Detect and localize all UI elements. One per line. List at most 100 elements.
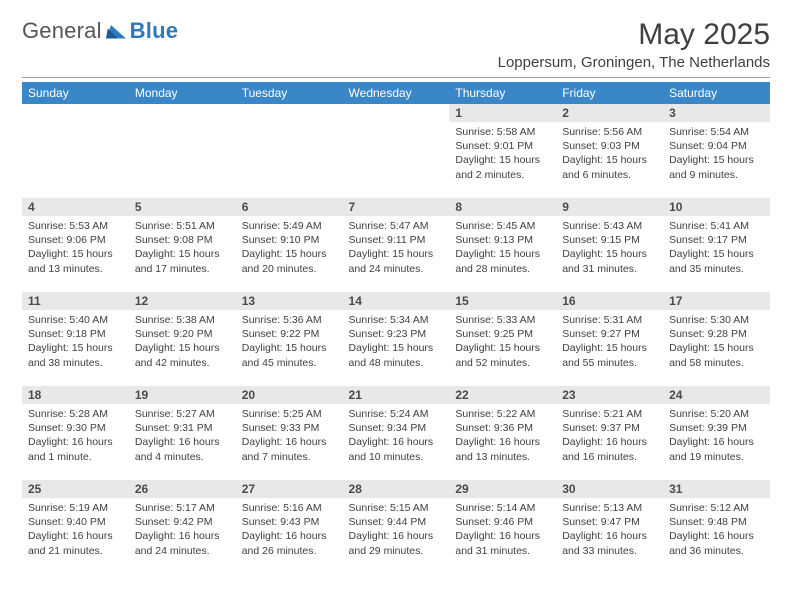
day-number: 15 [449, 292, 556, 310]
day-details: Sunrise: 5:19 AMSunset: 9:40 PMDaylight:… [22, 498, 129, 558]
day-details: Sunrise: 5:13 AMSunset: 9:47 PMDaylight:… [556, 498, 663, 558]
day-details: Sunrise: 5:53 AMSunset: 9:06 PMDaylight:… [22, 216, 129, 276]
sunrise-line: Sunrise: 5:16 AM [242, 501, 337, 515]
calendar-cell: 18Sunrise: 5:28 AMSunset: 9:30 PMDayligh… [22, 386, 129, 480]
calendar-week-row: 1Sunrise: 5:58 AMSunset: 9:01 PMDaylight… [22, 104, 770, 198]
sunrise-line: Sunrise: 5:17 AM [135, 501, 230, 515]
day-details: Sunrise: 5:28 AMSunset: 9:30 PMDaylight:… [22, 404, 129, 464]
day-number: 25 [22, 480, 129, 498]
day-details: Sunrise: 5:21 AMSunset: 9:37 PMDaylight:… [556, 404, 663, 464]
sunrise-line: Sunrise: 5:58 AM [455, 125, 550, 139]
daylight-line: Daylight: 15 hours and 6 minutes. [562, 153, 657, 181]
day-number: 18 [22, 386, 129, 404]
calendar-cell: 27Sunrise: 5:16 AMSunset: 9:43 PMDayligh… [236, 480, 343, 574]
weekday-header: Thursday [449, 82, 556, 104]
sunset-line: Sunset: 9:11 PM [349, 233, 444, 247]
calendar-table: SundayMondayTuesdayWednesdayThursdayFrid… [22, 82, 770, 574]
daylight-line: Daylight: 16 hours and 13 minutes. [455, 435, 550, 463]
calendar-cell: 8Sunrise: 5:45 AMSunset: 9:13 PMDaylight… [449, 198, 556, 292]
sunrise-line: Sunrise: 5:41 AM [669, 219, 764, 233]
sunset-line: Sunset: 9:23 PM [349, 327, 444, 341]
calendar-cell: 13Sunrise: 5:36 AMSunset: 9:22 PMDayligh… [236, 292, 343, 386]
daylight-line: Daylight: 16 hours and 4 minutes. [135, 435, 230, 463]
calendar-cell: 29Sunrise: 5:14 AMSunset: 9:46 PMDayligh… [449, 480, 556, 574]
sunrise-line: Sunrise: 5:51 AM [135, 219, 230, 233]
sunset-line: Sunset: 9:48 PM [669, 515, 764, 529]
calendar-cell: 14Sunrise: 5:34 AMSunset: 9:23 PMDayligh… [343, 292, 450, 386]
weekday-header: Sunday [22, 82, 129, 104]
sunset-line: Sunset: 9:10 PM [242, 233, 337, 247]
day-details: Sunrise: 5:51 AMSunset: 9:08 PMDaylight:… [129, 216, 236, 276]
location-text: Loppersum, Groningen, The Netherlands [498, 54, 770, 71]
day-number: 10 [663, 198, 770, 216]
calendar-cell: 15Sunrise: 5:33 AMSunset: 9:25 PMDayligh… [449, 292, 556, 386]
sunset-line: Sunset: 9:37 PM [562, 421, 657, 435]
day-details: Sunrise: 5:43 AMSunset: 9:15 PMDaylight:… [556, 216, 663, 276]
day-details: Sunrise: 5:20 AMSunset: 9:39 PMDaylight:… [663, 404, 770, 464]
day-number: 20 [236, 386, 343, 404]
weekday-header: Monday [129, 82, 236, 104]
day-number: 22 [449, 386, 556, 404]
calendar-cell: 30Sunrise: 5:13 AMSunset: 9:47 PMDayligh… [556, 480, 663, 574]
day-number: 11 [22, 292, 129, 310]
sunset-line: Sunset: 9:34 PM [349, 421, 444, 435]
sunset-line: Sunset: 9:36 PM [455, 421, 550, 435]
daylight-line: Daylight: 15 hours and 31 minutes. [562, 247, 657, 275]
sunrise-line: Sunrise: 5:49 AM [242, 219, 337, 233]
brand-text-2: Blue [130, 18, 178, 44]
calendar-page: General Blue May 2025 Loppersum, Groning… [0, 0, 792, 584]
sunrise-line: Sunrise: 5:47 AM [349, 219, 444, 233]
day-details: Sunrise: 5:54 AMSunset: 9:04 PMDaylight:… [663, 122, 770, 182]
daylight-line: Daylight: 16 hours and 33 minutes. [562, 529, 657, 557]
weekday-header: Saturday [663, 82, 770, 104]
page-title: May 2025 [498, 18, 770, 52]
calendar-cell: 17Sunrise: 5:30 AMSunset: 9:28 PMDayligh… [663, 292, 770, 386]
sunset-line: Sunset: 9:17 PM [669, 233, 764, 247]
daylight-line: Daylight: 15 hours and 20 minutes. [242, 247, 337, 275]
day-number: 28 [343, 480, 450, 498]
daylight-line: Daylight: 15 hours and 9 minutes. [669, 153, 764, 181]
day-details: Sunrise: 5:15 AMSunset: 9:44 PMDaylight:… [343, 498, 450, 558]
sunrise-line: Sunrise: 5:40 AM [28, 313, 123, 327]
day-number: 6 [236, 198, 343, 216]
sunset-line: Sunset: 9:20 PM [135, 327, 230, 341]
day-number: 27 [236, 480, 343, 498]
sunrise-line: Sunrise: 5:54 AM [669, 125, 764, 139]
calendar-cell: 22Sunrise: 5:22 AMSunset: 9:36 PMDayligh… [449, 386, 556, 480]
calendar-cell: 10Sunrise: 5:41 AMSunset: 9:17 PMDayligh… [663, 198, 770, 292]
calendar-cell [22, 104, 129, 198]
daylight-line: Daylight: 15 hours and 28 minutes. [455, 247, 550, 275]
sunrise-line: Sunrise: 5:28 AM [28, 407, 123, 421]
sunset-line: Sunset: 9:15 PM [562, 233, 657, 247]
sunset-line: Sunset: 9:06 PM [28, 233, 123, 247]
calendar-cell: 25Sunrise: 5:19 AMSunset: 9:40 PMDayligh… [22, 480, 129, 574]
day-number: 7 [343, 198, 450, 216]
daylight-line: Daylight: 16 hours and 1 minute. [28, 435, 123, 463]
day-details: Sunrise: 5:24 AMSunset: 9:34 PMDaylight:… [343, 404, 450, 464]
calendar-cell: 2Sunrise: 5:56 AMSunset: 9:03 PMDaylight… [556, 104, 663, 198]
sunrise-line: Sunrise: 5:21 AM [562, 407, 657, 421]
day-details: Sunrise: 5:49 AMSunset: 9:10 PMDaylight:… [236, 216, 343, 276]
calendar-cell: 19Sunrise: 5:27 AMSunset: 9:31 PMDayligh… [129, 386, 236, 480]
sunrise-line: Sunrise: 5:33 AM [455, 313, 550, 327]
calendar-cell: 28Sunrise: 5:15 AMSunset: 9:44 PMDayligh… [343, 480, 450, 574]
daylight-line: Daylight: 16 hours and 21 minutes. [28, 529, 123, 557]
calendar-cell: 6Sunrise: 5:49 AMSunset: 9:10 PMDaylight… [236, 198, 343, 292]
calendar-week-row: 11Sunrise: 5:40 AMSunset: 9:18 PMDayligh… [22, 292, 770, 386]
sunset-line: Sunset: 9:30 PM [28, 421, 123, 435]
daylight-line: Daylight: 16 hours and 29 minutes. [349, 529, 444, 557]
sunset-line: Sunset: 9:18 PM [28, 327, 123, 341]
calendar-cell: 12Sunrise: 5:38 AMSunset: 9:20 PMDayligh… [129, 292, 236, 386]
sunset-line: Sunset: 9:44 PM [349, 515, 444, 529]
sunrise-line: Sunrise: 5:24 AM [349, 407, 444, 421]
day-details: Sunrise: 5:33 AMSunset: 9:25 PMDaylight:… [449, 310, 556, 370]
day-number: 19 [129, 386, 236, 404]
header-rule [22, 77, 770, 78]
daylight-line: Daylight: 15 hours and 2 minutes. [455, 153, 550, 181]
brand-logo: General Blue [22, 18, 178, 44]
day-details: Sunrise: 5:34 AMSunset: 9:23 PMDaylight:… [343, 310, 450, 370]
day-details: Sunrise: 5:22 AMSunset: 9:36 PMDaylight:… [449, 404, 556, 464]
day-details: Sunrise: 5:30 AMSunset: 9:28 PMDaylight:… [663, 310, 770, 370]
day-number: 2 [556, 104, 663, 122]
calendar-cell: 5Sunrise: 5:51 AMSunset: 9:08 PMDaylight… [129, 198, 236, 292]
